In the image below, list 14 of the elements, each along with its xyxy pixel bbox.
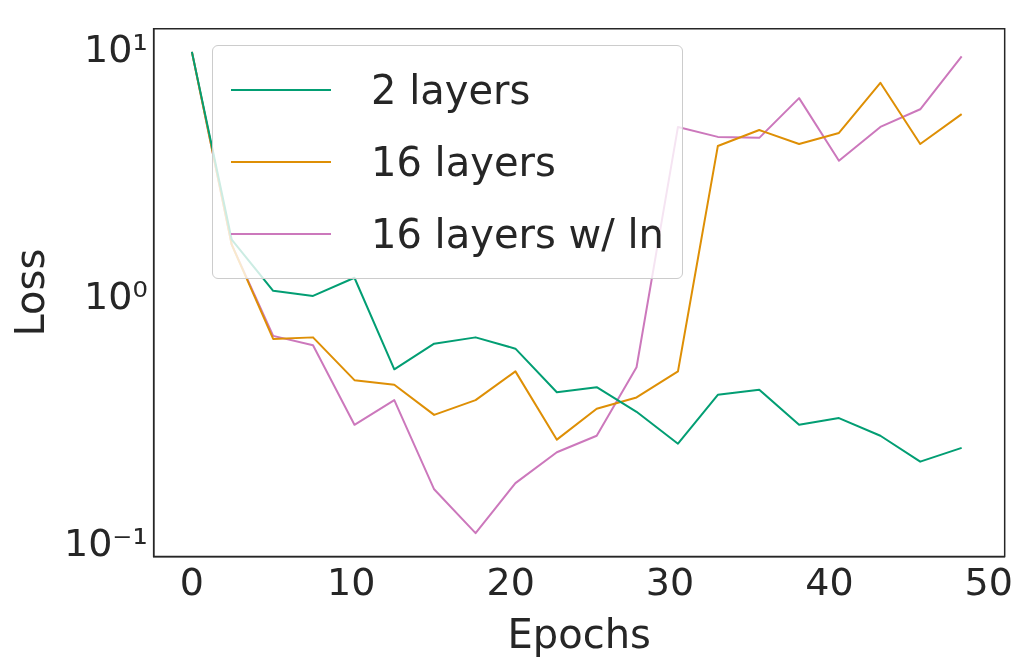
- x-tick-label: 40: [805, 560, 854, 605]
- legend-label: 16 layers: [371, 139, 556, 185]
- x-tick-label: 20: [486, 560, 535, 605]
- x-tick-label: 0: [179, 560, 204, 605]
- x-tick-label: 10: [327, 560, 376, 605]
- x-tick-label: 30: [645, 560, 695, 605]
- y-tick-label: 10¹: [84, 26, 148, 71]
- y-axis-title: Loss: [7, 248, 54, 337]
- legend-label: 16 layers w/ ln: [371, 211, 664, 257]
- y-tick-label: 10⁰: [84, 273, 148, 318]
- legend-label: 2 layers: [371, 67, 531, 113]
- x-axis-title: Epochs: [507, 611, 651, 658]
- y-tick-label: 10⁻¹: [63, 521, 148, 566]
- x-tick-label: 50: [964, 560, 1013, 605]
